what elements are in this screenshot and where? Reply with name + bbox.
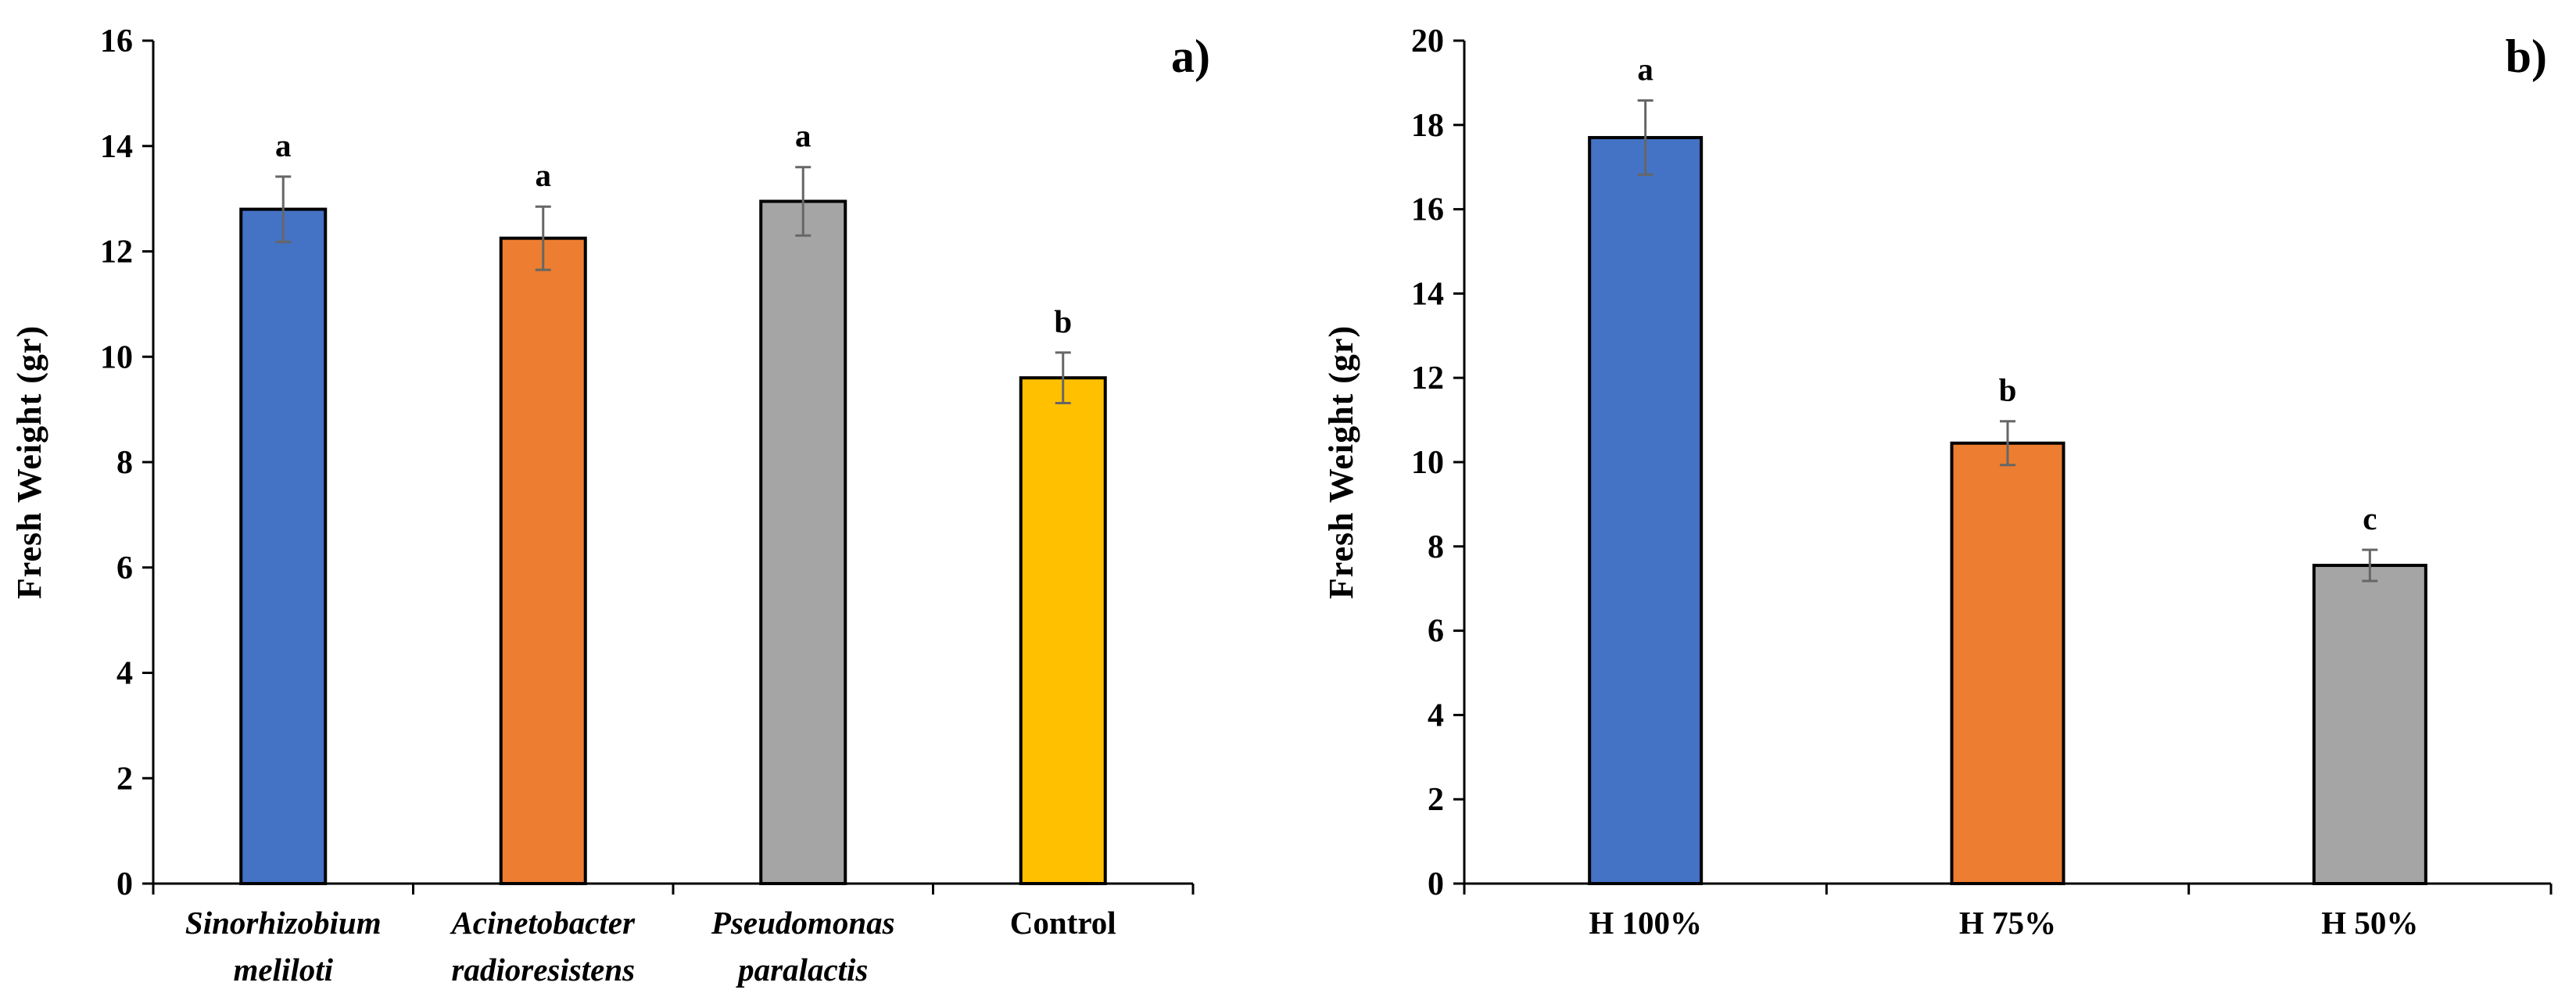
x-category-label: H 100%: [1589, 905, 1702, 941]
bar: [2312, 564, 2427, 885]
significance-label: b: [1054, 303, 1072, 339]
y-tick-label: 0: [116, 866, 133, 902]
bar: [1019, 376, 1107, 885]
chart-panel-b: 0 2 4 6 8 10 12 14 16 18 20 a H 100% b H 75% c H 50% Fres…: [1322, 23, 2553, 941]
x-category-label: Control: [1010, 905, 1116, 941]
significance-label: a: [536, 157, 552, 193]
bar: [499, 236, 587, 885]
significance-label: a: [275, 127, 292, 163]
x-category-label: Acinetobacter: [449, 905, 636, 941]
panel-label: a): [1171, 30, 1210, 82]
y-tick-label: 0: [1428, 866, 1444, 902]
bar: [239, 207, 328, 886]
y-tick-label: 14: [100, 129, 133, 165]
chart-panel-a: 0 2 4 6 8 10 12 14 16 a Sinorhizobium meliloti a Acin…: [10, 23, 1210, 988]
y-axis-title: Fresh Weight (gr): [10, 325, 48, 599]
significance-label: b: [1999, 372, 2017, 408]
y-tick-label: 12: [100, 235, 133, 271]
y-tick-label: 4: [1428, 697, 1444, 733]
x-category-label: paralactis: [736, 952, 868, 988]
y-tick-label: 12: [1411, 360, 1444, 396]
y-tick-label: 6: [1428, 614, 1444, 650]
y-tick-label: 8: [116, 445, 133, 481]
bar: [1588, 135, 1704, 886]
y-tick-label: 6: [116, 550, 133, 586]
y-tick-label: 16: [100, 23, 133, 59]
y-tick-label: 20: [1411, 23, 1444, 59]
y-tick-label: 4: [116, 656, 133, 692]
y-tick-label: 18: [1411, 108, 1444, 144]
x-category-label: meliloti: [233, 952, 333, 988]
x-category-label: radioresistens: [451, 952, 635, 988]
y-tick-label: 10: [100, 339, 133, 375]
x-category-label: Sinorhizobium: [185, 905, 382, 941]
significance-label: a: [1637, 52, 1653, 88]
bar: [759, 199, 847, 885]
y-tick-label: 10: [1411, 445, 1444, 481]
x-category-label: Pseudomonas: [711, 905, 895, 941]
significance-label: a: [795, 118, 811, 154]
y-tick-label: 8: [1428, 529, 1444, 565]
y-tick-label: 16: [1411, 192, 1444, 228]
panel-label: b): [2506, 30, 2547, 82]
y-tick-label: 2: [116, 761, 133, 797]
bar: [1950, 441, 2065, 885]
x-category-label: H 75%: [1959, 905, 2056, 941]
y-tick-label: 2: [1428, 782, 1444, 818]
x-category-label: H 50%: [2321, 905, 2418, 941]
y-tick-label: 14: [1411, 276, 1444, 312]
significance-label: c: [2363, 500, 2377, 536]
y-axis-title: Fresh Weight (gr): [1322, 325, 1360, 599]
